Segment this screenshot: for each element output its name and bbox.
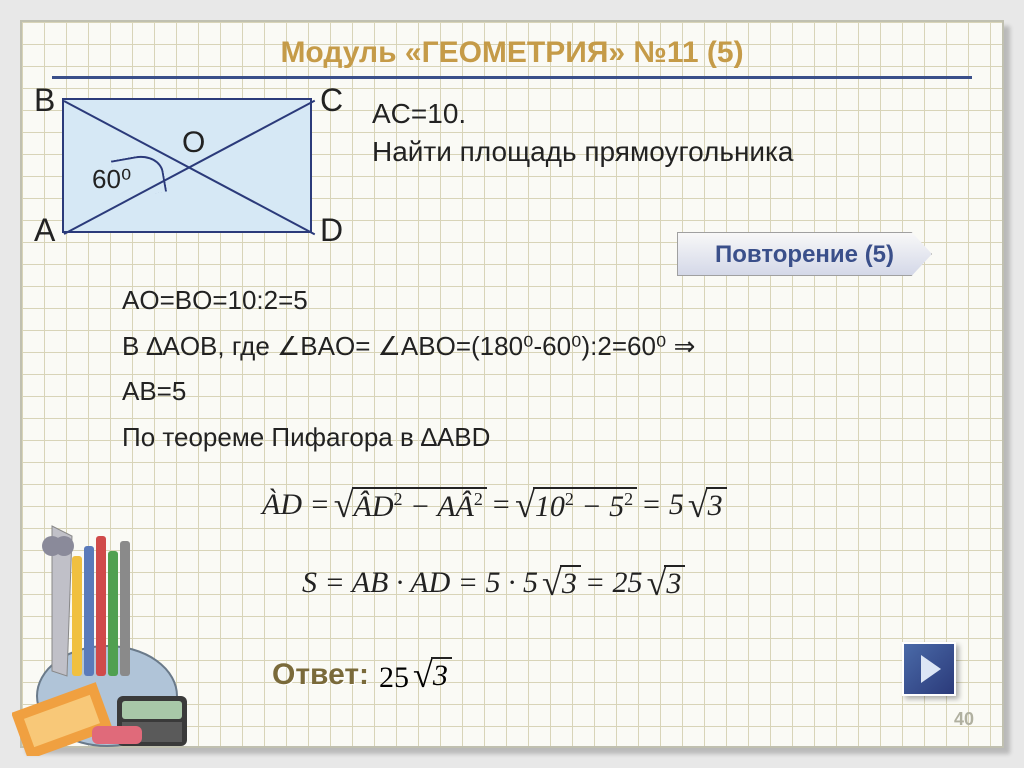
f2-rt2: 3 xyxy=(664,565,685,601)
sqrt-icon: ÂD2 − AÂ2 xyxy=(334,484,487,526)
f1-u2a: 10 xyxy=(535,490,565,523)
slide-paper: Модуль «ГЕОМЕТРИЯ» №11 (5) B C A D О 60⁰… xyxy=(20,20,1004,748)
solution-step3: AB=5 xyxy=(122,371,695,413)
solution-block: AO=BO=10:2=5 В ∆AOB, где ∠BAO= ∠ABO=(180… xyxy=(122,280,695,462)
sqrt-icon: 102 − 52 xyxy=(515,484,637,526)
formula-ad: ÀD = ÂD2 − AÂ2 = 102 − 52 = 5 3 xyxy=(262,484,731,526)
label-d: D xyxy=(320,212,343,249)
rectangle-diagram: B C A D О 60⁰ xyxy=(62,98,312,233)
ans-rt: 3 xyxy=(431,657,452,693)
f2-mid: = 25 xyxy=(585,566,643,600)
solution-step4: По теореме Пифагора в ∆ABD xyxy=(122,417,695,459)
given-line1: AC=10. xyxy=(372,98,794,130)
f1-mid: = xyxy=(491,488,511,522)
solution-step2: В ∆AOB, где ∠BAO= ∠ABO=(180⁰-60⁰):2=60⁰ … xyxy=(122,326,695,368)
solution-step1: AO=BO=10:2=5 xyxy=(122,280,695,322)
formula-s: S = AB · AD = 5 · 5 3 = 25 3 xyxy=(302,562,689,604)
answer-value: 25 3 xyxy=(379,654,456,696)
f1-u1a: ÂD xyxy=(354,490,394,523)
f1-rt: 3 xyxy=(706,487,727,523)
next-button[interactable] xyxy=(902,642,956,696)
label-c: C xyxy=(320,82,343,119)
f2-rt1: 3 xyxy=(560,565,581,601)
repeat-button[interactable]: Повторение (5) xyxy=(677,232,932,276)
f1-u2b: − 5 xyxy=(581,490,624,523)
sqrt-icon: 3 xyxy=(688,484,727,526)
page-number: 40 xyxy=(954,709,974,730)
given-line2: Найти площадь прямоугольника xyxy=(372,136,794,168)
ans-val: 25 xyxy=(379,661,409,694)
slide-title: Модуль «ГЕОМЕТРИЯ» №11 (5) xyxy=(52,22,972,79)
label-o: О xyxy=(182,126,205,160)
school-supplies-icon xyxy=(12,496,212,756)
f2-lhs: S = AB · AD = 5 · 5 xyxy=(302,566,538,600)
f1-u1b: − AÂ xyxy=(410,490,474,523)
sqrt-icon: 3 xyxy=(413,654,452,696)
label-angle: 60⁰ xyxy=(92,164,131,195)
answer-label: Ответ: xyxy=(272,658,369,692)
label-b: B xyxy=(34,82,55,119)
sqrt-icon: 3 xyxy=(647,562,686,604)
answer-row: Ответ: 25 3 xyxy=(272,654,456,696)
given-text: AC=10. Найти площадь прямоугольника xyxy=(372,98,794,174)
sqrt-icon: 3 xyxy=(542,562,581,604)
f1-lhs: ÀD = xyxy=(262,488,330,522)
f1-eq: = 5 xyxy=(641,488,684,522)
label-a: A xyxy=(34,212,55,249)
